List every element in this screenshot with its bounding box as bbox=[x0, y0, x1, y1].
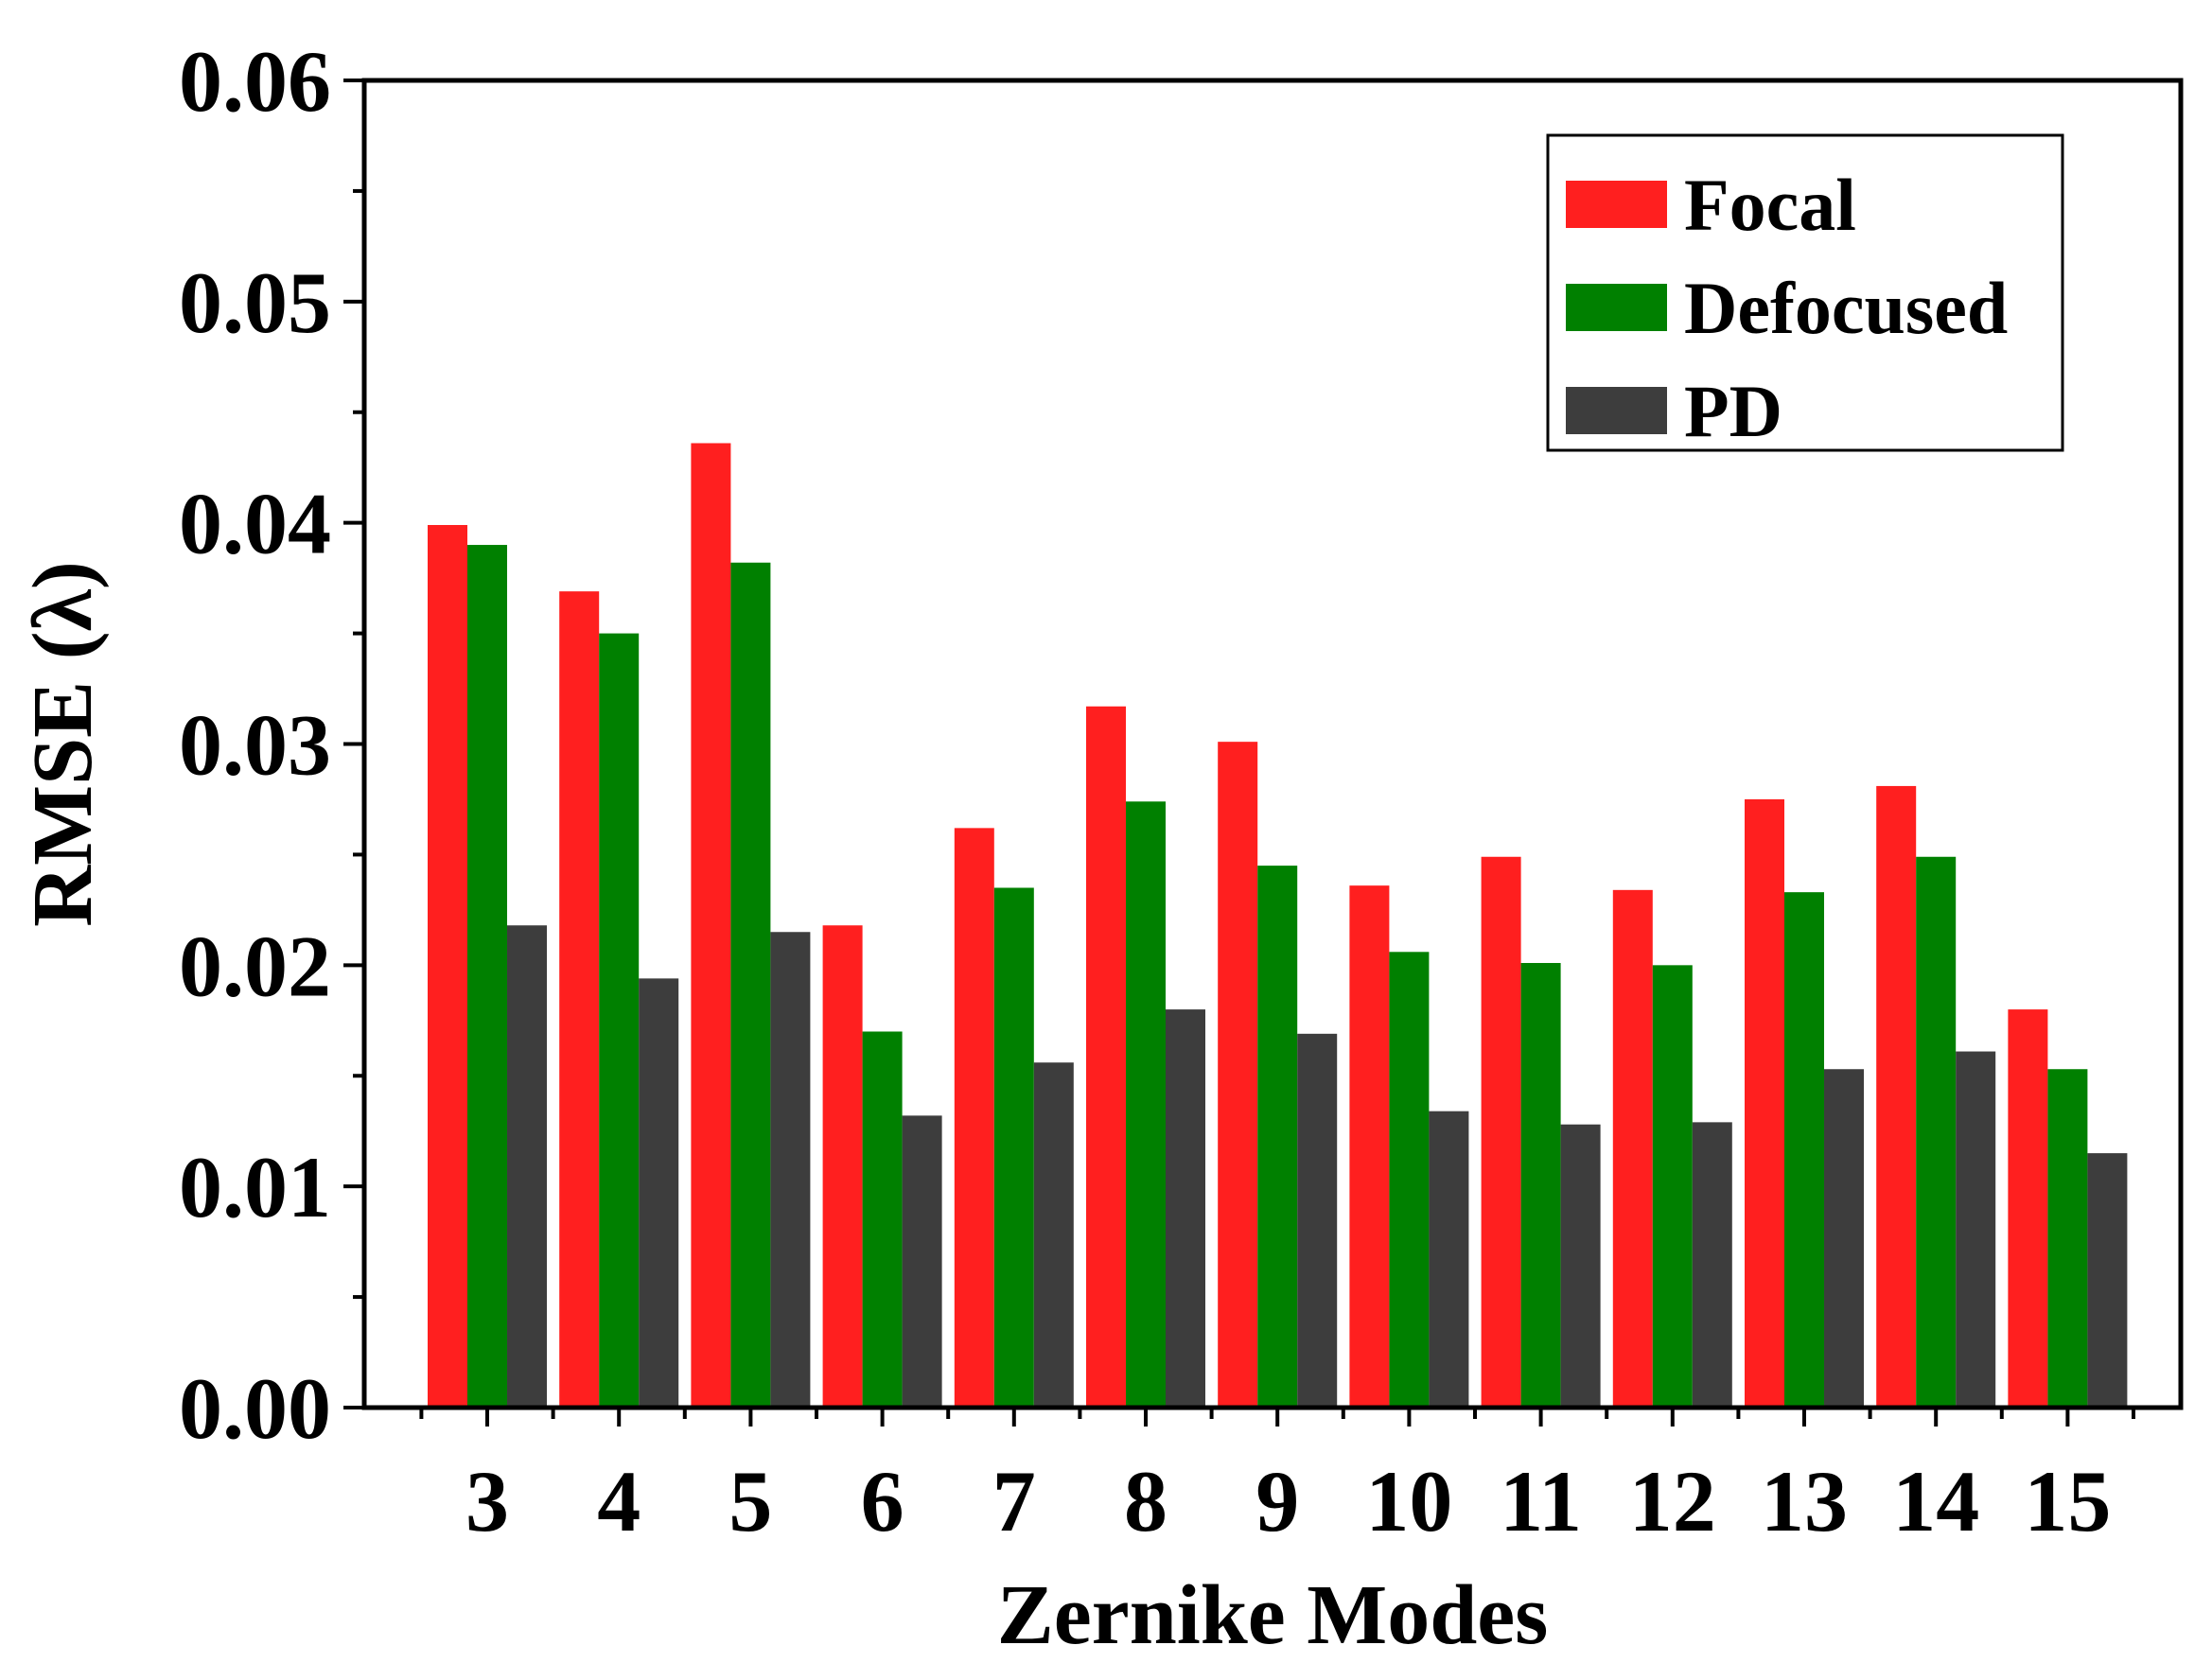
bar-pd-mode-11 bbox=[1560, 1124, 1601, 1408]
legend-label-pd: PD bbox=[1684, 370, 1782, 452]
bar-pd-mode-13 bbox=[1824, 1069, 1864, 1408]
y-tick-label: 0.05 bbox=[179, 254, 331, 351]
bar-pd-mode-8 bbox=[1166, 1009, 1205, 1408]
x-tick-label: 7 bbox=[992, 1453, 1036, 1549]
y-tick-label: 0.06 bbox=[179, 33, 331, 130]
x-tick-label: 10 bbox=[1365, 1453, 1452, 1549]
legend-swatch-focal bbox=[1566, 181, 1667, 228]
y-axis-title: RMSE (λ) bbox=[16, 561, 110, 927]
bar-defocused-mode-4 bbox=[599, 633, 640, 1408]
bar-focal-mode-15 bbox=[2008, 1009, 2048, 1408]
legend-swatch-defocused bbox=[1566, 284, 1667, 331]
bar-pd-mode-15 bbox=[2087, 1153, 2128, 1408]
bar-defocused-mode-3 bbox=[467, 545, 507, 1408]
bar-focal-mode-7 bbox=[954, 828, 994, 1408]
bar-defocused-mode-14 bbox=[1916, 856, 1957, 1408]
bar-defocused-mode-9 bbox=[1257, 866, 1298, 1408]
x-tick-label: 5 bbox=[729, 1453, 772, 1549]
bar-focal-mode-11 bbox=[1481, 856, 1521, 1408]
bar-defocused-mode-15 bbox=[2047, 1069, 2088, 1408]
y-tick-label: 0.01 bbox=[179, 1139, 331, 1235]
legend: Focal Defocused PD bbox=[1546, 133, 2064, 452]
bar-defocused-mode-12 bbox=[1652, 965, 1693, 1408]
x-tick-label: 15 bbox=[2024, 1453, 2111, 1549]
bar-focal-mode-3 bbox=[428, 525, 467, 1408]
bar-pd-mode-9 bbox=[1297, 1033, 1338, 1408]
bar-pd-mode-5 bbox=[770, 932, 811, 1408]
legend-label-defocused: Defocused bbox=[1684, 267, 2008, 349]
bar-defocused-mode-5 bbox=[730, 562, 771, 1408]
x-tick-label: 3 bbox=[465, 1453, 509, 1549]
x-tick-label: 12 bbox=[1629, 1453, 1716, 1549]
bar-focal-mode-13 bbox=[1745, 798, 1784, 1408]
plot-frame bbox=[361, 78, 2184, 1410]
y-tick-label: 0.00 bbox=[179, 1360, 331, 1457]
bar-focal-mode-14 bbox=[1876, 785, 1917, 1408]
bar-focal-mode-12 bbox=[1612, 889, 1653, 1408]
bar-focal-mode-8 bbox=[1086, 706, 1126, 1408]
bars-group bbox=[428, 443, 2128, 1408]
x-tick-labels: 3 4 5 6 7 8 9 10 11 12 13 14 15 bbox=[465, 1453, 2111, 1549]
bar-focal-mode-6 bbox=[822, 925, 863, 1408]
bar-defocused-mode-8 bbox=[1126, 801, 1166, 1408]
legend-label-focal: Focal bbox=[1684, 164, 1856, 246]
y-tick-labels: 0.00 0.01 0.02 0.03 0.04 0.05 0.06 bbox=[179, 33, 331, 1457]
bar-pd-mode-4 bbox=[639, 978, 679, 1408]
bar-pd-mode-14 bbox=[1956, 1051, 1996, 1408]
x-axis-title: Zernike Modes bbox=[997, 1568, 1548, 1662]
bar-pd-mode-3 bbox=[507, 925, 547, 1408]
bar-pd-mode-12 bbox=[1692, 1122, 1732, 1408]
bar-focal-mode-10 bbox=[1349, 885, 1390, 1408]
x-tick-label: 14 bbox=[1892, 1453, 1979, 1549]
legend-swatch-pd bbox=[1566, 387, 1667, 434]
bar-focal-mode-4 bbox=[559, 591, 600, 1408]
bar-defocused-mode-7 bbox=[993, 887, 1034, 1408]
bar-defocused-mode-10 bbox=[1389, 952, 1430, 1408]
x-tick-label: 4 bbox=[597, 1453, 641, 1549]
bar-defocused-mode-6 bbox=[862, 1031, 903, 1408]
bar-defocused-mode-11 bbox=[1520, 962, 1561, 1408]
bar-focal-mode-5 bbox=[691, 443, 731, 1408]
y-tick-label: 0.03 bbox=[179, 697, 331, 794]
bar-defocused-mode-13 bbox=[1784, 892, 1824, 1408]
x-tick-label: 11 bbox=[1500, 1453, 1582, 1549]
axis-ticks bbox=[343, 79, 2135, 1427]
x-tick-label: 8 bbox=[1124, 1453, 1167, 1549]
y-tick-label: 0.04 bbox=[179, 476, 331, 572]
x-tick-label: 13 bbox=[1761, 1453, 1848, 1549]
x-tick-label: 6 bbox=[861, 1453, 904, 1549]
bar-pd-mode-10 bbox=[1429, 1111, 1469, 1408]
bar-pd-mode-6 bbox=[902, 1115, 942, 1408]
y-tick-label: 0.02 bbox=[179, 918, 331, 1014]
bar-focal-mode-9 bbox=[1218, 742, 1258, 1408]
bar-pd-mode-7 bbox=[1033, 1062, 1074, 1408]
x-tick-label: 9 bbox=[1255, 1453, 1299, 1549]
